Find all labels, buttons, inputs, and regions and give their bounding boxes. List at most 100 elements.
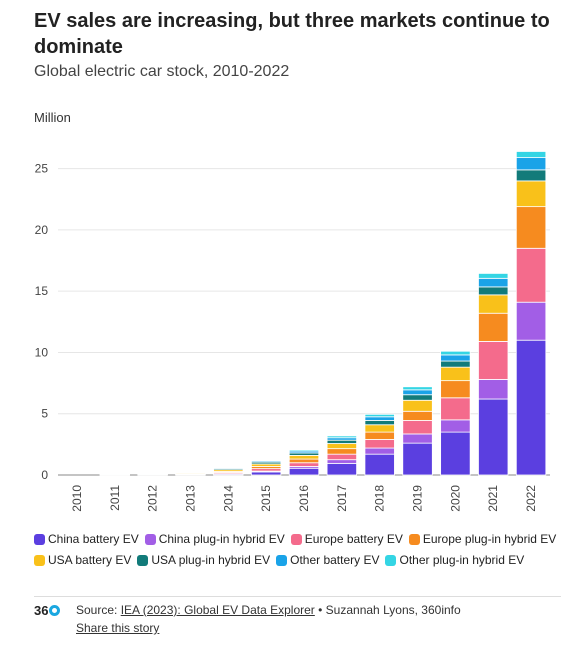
bar-segment[interactable] <box>326 459 358 464</box>
x-tick-label: 2018 <box>373 485 387 512</box>
bar-segment[interactable] <box>440 419 471 433</box>
bar-segment[interactable] <box>326 439 358 444</box>
legend-item: Europe plug-in hybrid EV <box>408 530 557 549</box>
bar-segment[interactable] <box>478 341 509 380</box>
bar-segment[interactable] <box>326 462 358 476</box>
bar-segment[interactable] <box>364 431 395 440</box>
x-tick-label: 2010 <box>70 485 84 512</box>
x-tick-label: 2015 <box>259 485 273 512</box>
bar-segment[interactable] <box>478 277 509 288</box>
bar-segment[interactable] <box>402 399 433 412</box>
legend-item: China plug-in hybrid EV <box>144 530 285 549</box>
y-tick-label: 5 <box>41 407 48 421</box>
bar-segment[interactable] <box>364 453 395 476</box>
bar-segment[interactable] <box>515 157 547 171</box>
x-tick-label: 2011 <box>108 485 122 511</box>
bar-segment[interactable] <box>440 354 471 362</box>
bar-segment[interactable] <box>288 467 320 476</box>
footer-divider <box>34 596 561 597</box>
bar-segment[interactable] <box>402 394 433 401</box>
y-tick-label: 25 <box>35 162 49 176</box>
x-tick-label: 2017 <box>335 485 349 512</box>
bar-segment[interactable] <box>515 180 547 208</box>
source-line: Source: IEA (2023): Global EV Data Explo… <box>76 603 461 617</box>
legend-swatch <box>144 534 156 545</box>
legend-label: China plug-in hybrid EV <box>158 532 285 546</box>
bar-segment[interactable] <box>515 206 547 249</box>
x-tick-label: 2021 <box>486 485 500 512</box>
x-tick-label: 2012 <box>146 485 160 512</box>
bar-segment[interactable] <box>326 443 358 450</box>
legend-swatch <box>34 555 45 566</box>
bar-segment[interactable] <box>288 454 320 460</box>
legend-swatch <box>34 534 45 545</box>
bar-segment[interactable] <box>326 453 358 461</box>
bar-segment[interactable] <box>402 442 433 476</box>
bar-segment[interactable] <box>440 431 471 476</box>
bar-segment[interactable] <box>440 360 471 368</box>
bar-segment[interactable] <box>364 447 395 455</box>
bar-segment[interactable] <box>478 398 509 476</box>
logo-text: 36 <box>34 603 49 618</box>
legend: China battery EV China plug-in hybrid EV E… <box>34 530 564 572</box>
chart-subtitle: Global electric car stock, 2010-2022 <box>34 63 290 80</box>
bar-segment[interactable] <box>364 413 395 418</box>
y-axis-label: Million <box>34 110 71 125</box>
legend-label: Other plug-in hybrid EV <box>399 553 525 567</box>
bar-segment[interactable] <box>440 350 471 356</box>
x-tick-label: 2019 <box>411 485 425 512</box>
bar-segment[interactable] <box>515 339 547 476</box>
bar-segment[interactable] <box>364 439 395 449</box>
legend-label: China battery EV <box>48 532 139 546</box>
bar-segment[interactable] <box>288 462 320 467</box>
bar-segment[interactable] <box>515 151 547 159</box>
legend-swatch <box>276 555 288 566</box>
bar-segment[interactable] <box>515 247 547 303</box>
legend-item: Other battery EV <box>276 551 379 570</box>
y-tick-label: 10 <box>35 345 49 359</box>
bar-segment[interactable] <box>478 312 509 342</box>
x-tick-label: 2020 <box>448 485 462 512</box>
bar-segment[interactable] <box>440 366 471 382</box>
legend-item: USA battery EV <box>34 551 131 570</box>
legend-label: Europe plug-in hybrid EV <box>422 532 557 546</box>
bar-segment[interactable] <box>288 458 320 464</box>
bar-segment[interactable] <box>515 169 547 182</box>
360info-logo: 36 <box>34 603 61 618</box>
legend-item: China battery EV <box>34 530 139 549</box>
bar-segment[interactable] <box>402 389 433 396</box>
y-tick-label: 0 <box>41 468 48 482</box>
x-tick-label: 2016 <box>297 485 311 512</box>
bar-segment[interactable] <box>478 273 509 279</box>
bar-segment[interactable] <box>402 433 433 444</box>
bar-segment[interactable] <box>326 448 358 455</box>
bar-segment[interactable] <box>478 294 509 314</box>
x-axis-ticks: 2010 2011 2012 2013 2014 2015 2016 2017 2018 2019… <box>70 485 538 512</box>
legend-item: Other plug-in hybrid EV <box>385 551 524 570</box>
legend-swatch <box>408 534 420 545</box>
bar-segment[interactable] <box>326 435 358 439</box>
grid-lines <box>58 168 550 476</box>
bar-segment[interactable] <box>364 420 395 426</box>
source-suffix: • Suzannah Lyons, 360info <box>314 603 461 617</box>
bar-segment[interactable] <box>440 380 471 399</box>
bar-segment[interactable] <box>402 386 433 391</box>
bar-segment[interactable] <box>288 449 320 452</box>
legend-swatch <box>385 555 397 566</box>
share-link[interactable]: Share this story <box>76 621 160 635</box>
bar-segment[interactable] <box>478 379 509 400</box>
legend-item: Europe battery EV <box>290 530 403 549</box>
bar-segment[interactable] <box>250 471 282 476</box>
bar-segment[interactable] <box>440 397 471 421</box>
bar-segment[interactable] <box>402 420 433 435</box>
bars-group <box>99 151 547 476</box>
bar-segment[interactable] <box>402 410 433 421</box>
bar-segment[interactable] <box>515 301 547 341</box>
source-link[interactable]: IEA (2023): Global EV Data Explorer <box>120 603 315 617</box>
y-tick-label: 20 <box>35 223 49 237</box>
bar-segment[interactable] <box>250 459 282 462</box>
bar-segment[interactable] <box>478 286 509 296</box>
bar-segment[interactable] <box>364 424 395 433</box>
bar-segment[interactable] <box>364 416 395 421</box>
